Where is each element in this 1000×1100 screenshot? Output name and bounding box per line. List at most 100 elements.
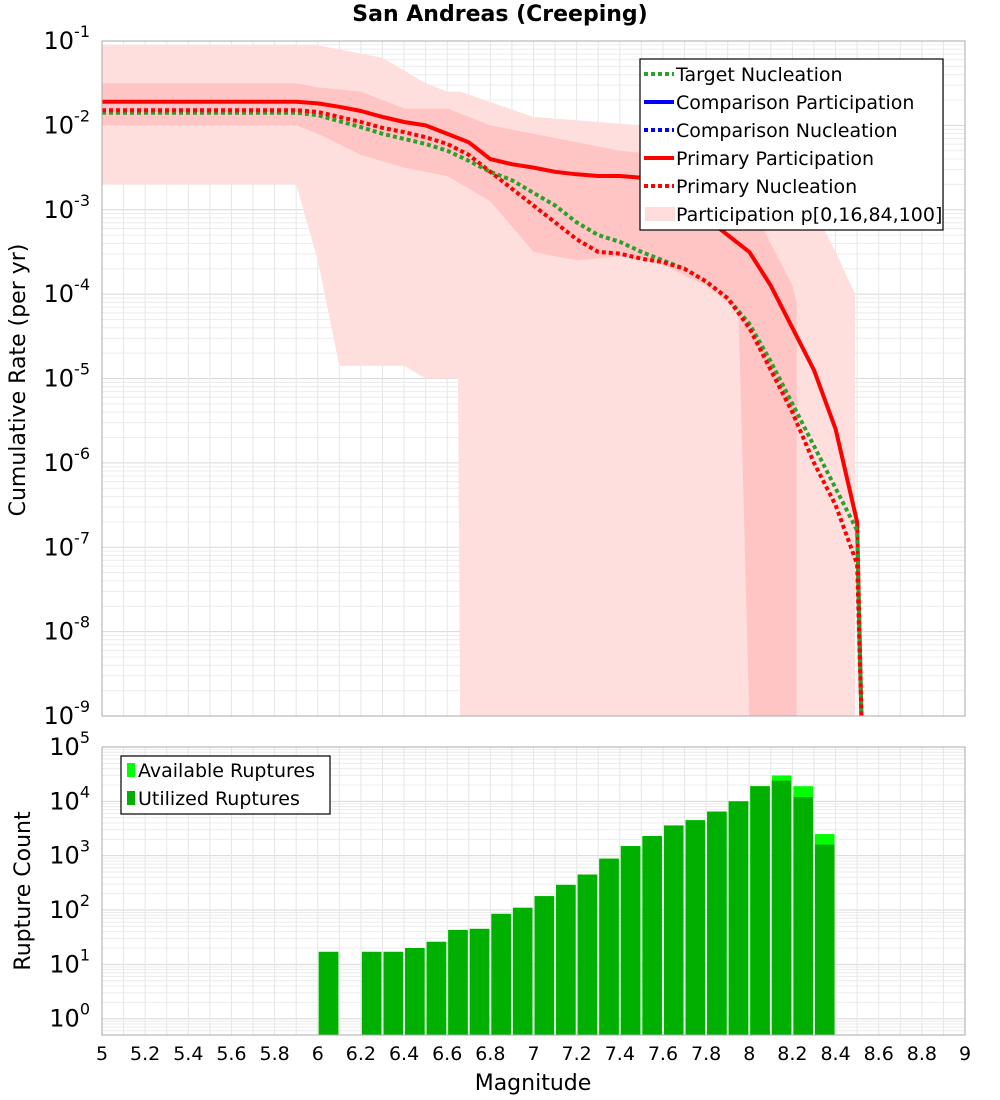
- bar: [361, 951, 382, 1035]
- count-y-tick-label: 101: [49, 945, 90, 978]
- tick-base: 10: [49, 842, 80, 870]
- magnitude-tick-label: 5.6: [216, 1043, 246, 1065]
- magnitude-tick-label: 5.2: [130, 1043, 160, 1065]
- magnitude-tick-label: 5.4: [173, 1043, 203, 1065]
- tick-exponent: -6: [74, 444, 90, 463]
- magnitude-tick-label: 6.2: [346, 1043, 376, 1065]
- tick-exponent: -1: [74, 22, 90, 41]
- legend-label: Primary Participation: [676, 148, 874, 170]
- magnitude-tick-label: 7.8: [691, 1043, 721, 1065]
- magnitude-tick-label: 5.8: [259, 1043, 289, 1065]
- tick-exponent: 5: [80, 728, 90, 747]
- tick-base: 10: [44, 449, 75, 477]
- tick-exponent: -4: [74, 275, 90, 294]
- magnitude-tick-label: 8.2: [777, 1043, 807, 1065]
- bar: [728, 801, 749, 1035]
- bar: [556, 884, 576, 1035]
- tick-exponent: 1: [80, 945, 90, 964]
- bars-utilized-ruptures: [318, 780, 835, 1035]
- bar: [685, 820, 706, 1035]
- tick-base: 10: [44, 280, 75, 308]
- tick-exponent: -3: [74, 191, 90, 210]
- tick-base: 10: [44, 702, 75, 730]
- tick-base: 10: [44, 533, 75, 561]
- tick-exponent: -8: [74, 613, 90, 632]
- magnitude-tick-label: 7: [527, 1043, 539, 1065]
- bar: [750, 786, 770, 1035]
- magnitude-tick-label: 7.4: [605, 1043, 635, 1065]
- tick-base: 10: [49, 1005, 80, 1033]
- bar: [663, 825, 684, 1035]
- tick-exponent: -5: [74, 360, 90, 379]
- series-primary-participation: [102, 99, 864, 716]
- magnitude-tick-label: 9: [959, 1043, 971, 1065]
- bar: [577, 874, 598, 1035]
- rate-y-tick-label: 10-9: [44, 697, 91, 730]
- tick-exponent: -9: [74, 697, 90, 716]
- bar: [642, 836, 662, 1035]
- tick-exponent: -2: [74, 106, 90, 125]
- tick-base: 10: [44, 196, 75, 224]
- magnitude-tick-label: 6.6: [432, 1043, 462, 1065]
- rate-y-tick-label: 10-5: [44, 360, 91, 393]
- tick-exponent: 3: [80, 837, 90, 856]
- bar: [814, 844, 835, 1035]
- legend-label: Available Ruptures: [138, 760, 315, 782]
- tick-base: 10: [44, 111, 75, 139]
- bar: [793, 797, 813, 1035]
- tick-exponent: 4: [80, 782, 90, 801]
- rate-y-axis-label: Cumulative Rate (per yr): [6, 244, 31, 517]
- tick-base: 10: [44, 27, 75, 55]
- tick-exponent: 0: [80, 1000, 90, 1019]
- bar: [512, 907, 533, 1035]
- tick-base: 10: [44, 618, 75, 646]
- rate-y-tick-label: 10-4: [44, 275, 91, 308]
- bar: [534, 896, 555, 1035]
- rate-y-tick-label: 10-1: [44, 22, 91, 55]
- count-y-axis-label: Rupture Count: [11, 811, 36, 971]
- bar: [426, 941, 447, 1035]
- magnitude-tick-label: 8.8: [907, 1043, 937, 1065]
- legend-label: Utilized Ruptures: [138, 788, 300, 810]
- bar: [469, 928, 490, 1035]
- tick-base: 10: [49, 733, 80, 761]
- bar: [448, 929, 468, 1035]
- rate-legend-box: [639, 58, 944, 231]
- bar: [383, 951, 404, 1035]
- magnitude-tick-label: 8: [743, 1043, 755, 1065]
- rate-legend: Target Nucleation Comparison Participatio…: [639, 58, 944, 231]
- bar: [318, 951, 339, 1035]
- tick-exponent: 2: [80, 891, 90, 910]
- rate-y-tick-label: 10-6: [44, 444, 91, 477]
- legend-label: Comparison Nucleation: [676, 120, 898, 142]
- count-legend: Available Ruptures Utilized Ruptures: [120, 755, 331, 815]
- rate-y-tick-label: 10-3: [44, 191, 91, 224]
- magnitude-tick-label: 6.4: [389, 1043, 419, 1065]
- magnitude-tick-label: 7.6: [648, 1043, 678, 1065]
- legend-swatch: [127, 791, 135, 805]
- tick-base: 10: [49, 896, 80, 924]
- magnitude-tick-label: 6.8: [475, 1043, 505, 1065]
- count-y-tick-label: 100: [49, 1000, 90, 1033]
- legend-label: Primary Nucleation: [676, 176, 857, 198]
- legend-swatch: [645, 207, 675, 221]
- count-y-tick-label: 102: [49, 891, 90, 924]
- count-y-tick-label: 105: [49, 728, 90, 761]
- legend-label: Comparison Participation: [676, 92, 914, 114]
- magnitude-tick-label: 6: [312, 1043, 324, 1065]
- count-y-tick-label: 104: [49, 782, 90, 815]
- bar: [599, 858, 619, 1035]
- rate-y-tick-label: 10-8: [44, 613, 91, 646]
- count-plot-frame: [101, 746, 966, 1036]
- count-legend-box: [120, 755, 331, 815]
- magnitude-tick-label: 8.4: [820, 1043, 850, 1065]
- rate-y-tick-label: 10-2: [44, 106, 91, 139]
- bar: [707, 811, 727, 1035]
- bar: [620, 846, 641, 1035]
- tick-base: 10: [49, 787, 80, 815]
- rate-y-tick-label: 10-7: [44, 528, 91, 561]
- rate-plot-frame: [101, 40, 966, 717]
- legend-label: Participation p[0,16,84,100]: [676, 204, 942, 226]
